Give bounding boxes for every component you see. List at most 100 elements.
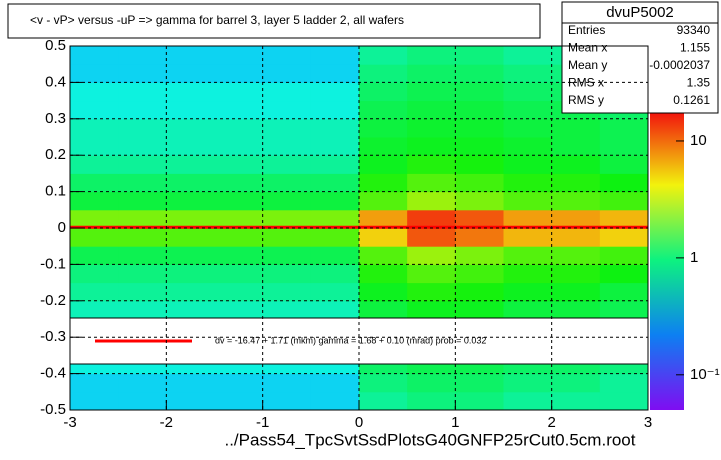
z-tick-label: 10⁻¹ — [690, 366, 720, 383]
heatmap-cell — [310, 64, 360, 83]
x-tick-label: 2 — [547, 414, 555, 431]
heatmap-cell — [118, 100, 167, 120]
heatmap-cell — [599, 191, 649, 211]
heatmap-cell — [599, 282, 649, 302]
heatmap-cell — [262, 228, 312, 247]
heatmap-cell — [503, 173, 553, 193]
heatmap-cell — [455, 228, 504, 247]
heatmap-cell — [70, 246, 119, 265]
heatmap-cell — [262, 46, 312, 65]
heatmap-cell — [166, 373, 215, 393]
heatmap-cell — [166, 100, 215, 120]
heatmap-cell — [551, 282, 601, 302]
heatmap-cell — [599, 137, 649, 156]
heatmap-cell — [407, 373, 456, 393]
stats-label: Entries — [568, 23, 605, 37]
heatmap-cell — [599, 118, 649, 138]
stats-label: RMS x — [568, 76, 604, 90]
stats-box — [561, 1, 719, 114]
heatmap-cell — [70, 155, 119, 174]
heatmap-cell — [214, 155, 264, 174]
heatmap-cell — [166, 173, 215, 193]
heatmap-cell — [118, 246, 167, 265]
heatmap-cell — [455, 46, 504, 65]
heatmap-cell — [407, 46, 456, 65]
heatmap-cell — [310, 373, 360, 393]
heatmap-cell — [599, 155, 649, 174]
heatmap-cell — [503, 246, 553, 265]
heatmap-cell — [70, 209, 119, 229]
heatmap-cell — [166, 264, 215, 284]
heatmap-cell — [551, 228, 601, 247]
heatmap-cell — [407, 100, 456, 120]
heatmap-cell — [455, 246, 504, 265]
heatmap-cell — [551, 191, 601, 211]
title-box — [7, 3, 541, 39]
heatmap-cell — [310, 82, 360, 102]
heatmap-cell — [407, 391, 456, 411]
heatmap-cell — [214, 264, 264, 284]
heatmap-cell — [455, 82, 504, 102]
heatmap-cell — [359, 209, 408, 229]
y-tick-label: 0.5 — [45, 37, 66, 54]
heatmap-cell — [214, 300, 264, 320]
heatmap-cell — [214, 246, 264, 265]
heatmap-cell — [503, 282, 553, 302]
heatmap-cell — [455, 173, 504, 193]
heatmap-cell — [214, 64, 264, 83]
heatmap-cell — [407, 282, 456, 302]
heatmap-cell — [310, 173, 360, 193]
heatmap-cell — [359, 137, 408, 156]
stats-value: 0.1261 — [673, 93, 710, 107]
x-tick-label: -1 — [256, 414, 269, 431]
heatmap-cell — [214, 118, 264, 138]
heatmap-cell — [551, 137, 601, 156]
heatmap-cell — [214, 46, 264, 65]
heatmap-cell — [166, 155, 215, 174]
heatmap-cell — [70, 282, 119, 302]
heatmap-cell — [407, 209, 456, 229]
heatmap-cell — [359, 246, 408, 265]
heatmap-cell — [503, 155, 553, 174]
heatmap-cell — [503, 209, 553, 229]
heatmap-cell — [214, 391, 264, 411]
heatmap-cell — [599, 300, 649, 320]
heatmap-cell — [455, 191, 504, 211]
heatmap-cell — [70, 118, 119, 138]
y-tick-label: -0.3 — [40, 328, 66, 345]
heatmap-cell — [551, 373, 601, 393]
heatmap-cell — [70, 82, 119, 102]
heatmap-cell — [503, 118, 553, 138]
heatmap-cell — [70, 46, 119, 65]
heatmap-cell — [455, 155, 504, 174]
heatmap-cell — [118, 64, 167, 83]
x-tick-label: -3 — [63, 414, 76, 431]
color-bar — [650, 110, 684, 410]
heatmap-cell — [166, 300, 215, 320]
heatmap-cell — [359, 100, 408, 120]
heatmap-cell — [359, 173, 408, 193]
heatmap-cell — [503, 191, 553, 211]
heatmap-cell — [166, 282, 215, 302]
y-tick-label: -0.1 — [40, 255, 66, 272]
heatmap-cell — [407, 246, 456, 265]
heatmap-cell — [503, 228, 553, 247]
heatmap-cell — [407, 300, 456, 320]
heatmap-cell — [551, 391, 601, 411]
heatmap-cell — [214, 82, 264, 102]
heatmap-cell — [551, 246, 601, 265]
y-tick-label: -0.5 — [40, 401, 66, 418]
heatmap-cell — [166, 118, 215, 138]
heatmap-cell — [407, 118, 456, 138]
heatmap-cell — [310, 391, 360, 411]
heatmap-cell — [310, 46, 360, 65]
heatmap-cell — [70, 64, 119, 83]
heatmap-cell — [70, 173, 119, 193]
heatmap-cell — [70, 228, 119, 247]
heatmap-cell — [214, 282, 264, 302]
heatmap-cell — [118, 282, 167, 302]
heatmap-cell — [503, 264, 553, 284]
heatmap-cell — [70, 300, 119, 320]
heatmap-cell — [359, 64, 408, 83]
heatmap-cell — [503, 82, 553, 102]
